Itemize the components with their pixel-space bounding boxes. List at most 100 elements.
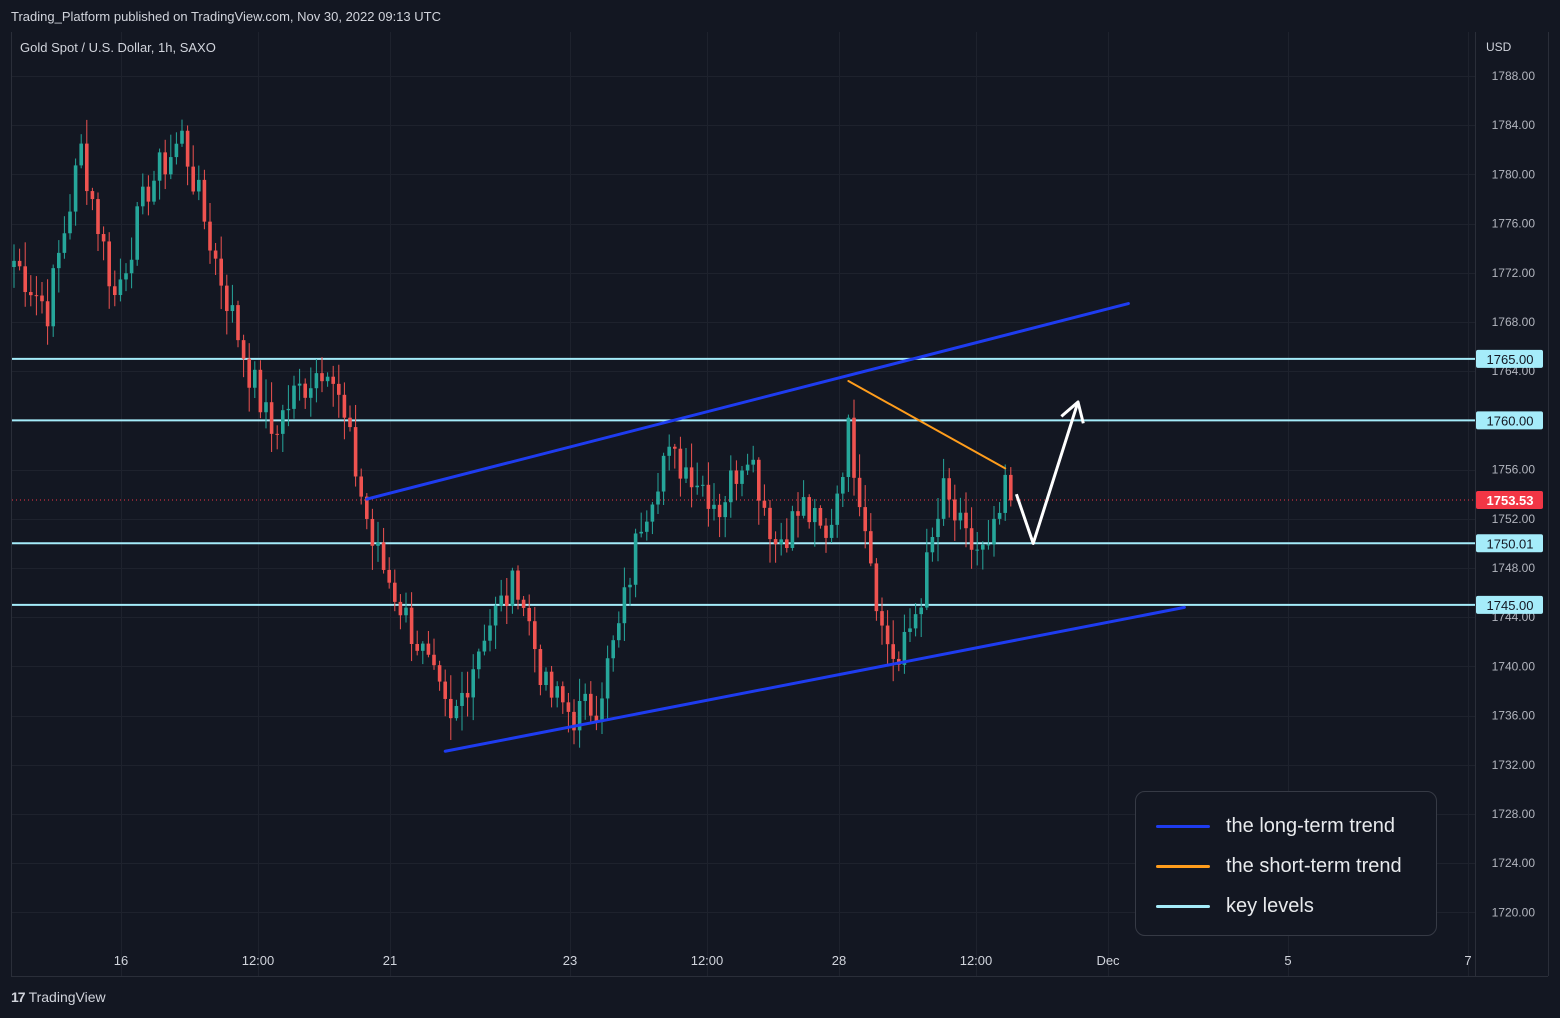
publish-header: Trading_Platform published on TradingVie…	[0, 0, 1560, 32]
candle-body	[762, 500, 767, 508]
candle-body	[863, 507, 867, 532]
time-axis: 16 12:00 21 23 12:00 28 12:00 Dec 5 7	[114, 953, 1472, 968]
candle-body	[516, 570, 520, 600]
candle-body	[281, 410, 285, 434]
candle-body	[796, 511, 800, 516]
candle-body	[908, 628, 912, 632]
candle-body	[835, 493, 839, 525]
y-tick-label: 1776.00	[1492, 217, 1536, 231]
chart-area[interactable]: 1788.00 1784.00 1780.00 1776.00 1772.00 1768.…	[0, 32, 1560, 980]
candle-body	[258, 369, 263, 413]
y-tick-label: 1728.00	[1492, 807, 1536, 821]
key-level-tag	[1476, 349, 1543, 368]
candle-body	[667, 446, 671, 456]
candle-body	[124, 273, 128, 280]
tradingview-logo[interactable]: 17 TradingView	[11, 989, 106, 1005]
legend-label-long-term: the long-term trend	[1226, 814, 1395, 837]
candle-body	[359, 476, 363, 497]
legend-item-short-term: the short-term trend	[1156, 854, 1402, 878]
candle-body	[958, 512, 963, 521]
long-term-trend-lower	[443, 605, 1186, 753]
candle-body	[521, 599, 526, 608]
legend-label-key-levels: key levels	[1226, 894, 1314, 917]
candle-body	[465, 692, 470, 698]
candle-body	[880, 611, 884, 626]
candle-body	[90, 191, 95, 200]
candle-body	[146, 186, 151, 202]
candle-body	[633, 533, 638, 585]
candle-body	[611, 640, 615, 659]
y-tick-label: 1752.00	[1492, 512, 1536, 526]
candle-body	[208, 221, 212, 251]
candle-body	[549, 671, 554, 698]
candle-body	[488, 625, 492, 641]
candle-body	[393, 582, 397, 602]
key-level-tag-label: 1765.00	[1487, 352, 1534, 367]
candle-body	[673, 446, 677, 449]
candle-body	[225, 285, 229, 312]
candle-body	[135, 206, 139, 260]
candle-body	[415, 643, 419, 651]
candle-body	[975, 549, 979, 551]
candle-body	[919, 607, 923, 615]
candle-body	[701, 484, 705, 486]
short-term-trend	[847, 380, 1007, 470]
candle-body	[309, 388, 313, 398]
candle-body	[337, 383, 341, 395]
candle-body	[320, 373, 324, 382]
trendlines	[365, 302, 1186, 753]
candle-body	[381, 542, 386, 570]
candle-body	[437, 665, 442, 682]
candle-body	[656, 491, 660, 505]
y-tick-label: 1788.00	[1492, 69, 1536, 83]
candle-body	[953, 499, 957, 521]
x-tick-label: 12:00	[242, 953, 275, 968]
candle-body	[51, 268, 55, 327]
publish-text: Trading_Platform published on TradingVie…	[11, 9, 441, 24]
grid	[12, 32, 1475, 976]
price-chart[interactable]: 1788.00 1784.00 1780.00 1776.00 1772.00 1768.…	[0, 32, 1560, 980]
legend-swatch-long-term	[1156, 824, 1210, 828]
candle-body	[180, 130, 184, 144]
candle-body	[583, 693, 587, 701]
candle-body	[169, 157, 173, 175]
projection-arrowhead	[1060, 400, 1085, 424]
candle-body	[230, 305, 235, 312]
candle-body	[572, 711, 576, 731]
key-level-tag-label: 1750.01	[1487, 536, 1534, 551]
y-tick-label: 1740.00	[1492, 659, 1536, 673]
y-tick-label: 1784.00	[1492, 118, 1536, 132]
x-tick-label: 5	[1284, 953, 1291, 968]
candle-body	[992, 518, 996, 545]
candle-body	[712, 504, 716, 509]
candle-body	[913, 614, 918, 629]
candle-body	[12, 260, 16, 268]
candle-body	[885, 625, 890, 645]
candle-body	[191, 166, 195, 192]
candle-body	[734, 470, 739, 484]
key-level-tag	[1476, 595, 1543, 614]
candle-body	[365, 496, 369, 519]
candle-body	[869, 531, 873, 564]
candle-body	[829, 524, 834, 538]
candle-body	[930, 537, 935, 553]
candle-body	[303, 383, 307, 398]
candle-body	[342, 394, 347, 418]
candle-body	[605, 658, 610, 699]
candle-body	[628, 584, 632, 588]
candle-body	[297, 383, 302, 386]
candle-body	[236, 305, 240, 341]
candle-body	[370, 518, 375, 546]
tradingview-logo-text: TradingView	[28, 989, 106, 1005]
x-tick-label: 12:00	[960, 953, 993, 968]
x-tick-label: 21	[383, 953, 397, 968]
candle-body	[891, 644, 895, 659]
candle-body	[841, 477, 845, 494]
current-price-tag	[1476, 490, 1543, 509]
candle-body	[617, 623, 621, 641]
candle-body	[275, 433, 279, 435]
candle-body	[426, 643, 431, 655]
candle-body	[314, 373, 319, 389]
candle-body	[247, 358, 251, 388]
y-tick-label: 1736.00	[1492, 709, 1536, 723]
